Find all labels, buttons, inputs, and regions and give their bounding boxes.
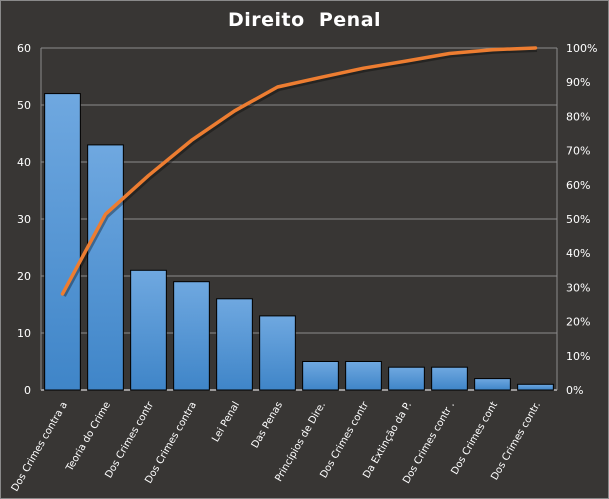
y2-tick-label: 80%: [566, 110, 590, 123]
chart-title: Direito Penal: [227, 9, 382, 31]
x-tick-label: Dos Crimes contra a: [10, 400, 70, 494]
bar: [216, 298, 253, 391]
bar: [130, 269, 167, 391]
y-tick-label: 40: [17, 156, 31, 169]
bar: [302, 361, 339, 391]
bar: [431, 366, 468, 391]
x-tick-label: Dos Crimes cont: [449, 400, 500, 477]
x-tick-label: Dos Crimes contr: [103, 399, 156, 480]
y2-tick-label: 90%: [566, 76, 590, 89]
y2-tick-label: 50%: [566, 213, 590, 226]
x-tick-label: Das Penas: [250, 400, 285, 450]
cumulative-line: [60, 46, 538, 296]
x-tick-label: Lei Penal: [210, 400, 242, 444]
line-shadow: [62, 48, 538, 297]
y2-tick-label: 60%: [566, 179, 590, 192]
x-tick-label: Teoria do Crime: [64, 400, 113, 474]
y2-tick-label: 100%: [566, 42, 597, 55]
y2-tick-label: 30%: [566, 281, 590, 294]
y-tick-label: 60: [17, 42, 31, 55]
y-tick-label: 0: [24, 384, 31, 397]
x-tick-label: Dos Crimes contr: [318, 399, 371, 480]
y2-tick-label: 0%: [566, 384, 583, 397]
bar: [259, 315, 296, 391]
x-tick-label: Dos Crimes contr.: [489, 400, 543, 482]
bar: [474, 378, 511, 391]
bar: [517, 383, 554, 391]
y2-tick-label: 40%: [566, 247, 590, 260]
bar: [388, 366, 425, 391]
bar: [345, 361, 382, 391]
y2-tick-label: 70%: [566, 145, 590, 158]
y-tick-label: 20: [17, 270, 31, 283]
y2-tick-label: 10%: [566, 350, 590, 363]
bar: [173, 281, 210, 391]
y-tick-label: 30: [17, 213, 31, 226]
y2-tick-label: 20%: [566, 316, 590, 329]
bar: [87, 144, 124, 391]
x-tick-label: Da Extinção da P.: [361, 400, 414, 480]
y-tick-label: 10: [17, 327, 31, 340]
y-tick-label: 50: [17, 99, 31, 112]
bar: [44, 93, 81, 391]
